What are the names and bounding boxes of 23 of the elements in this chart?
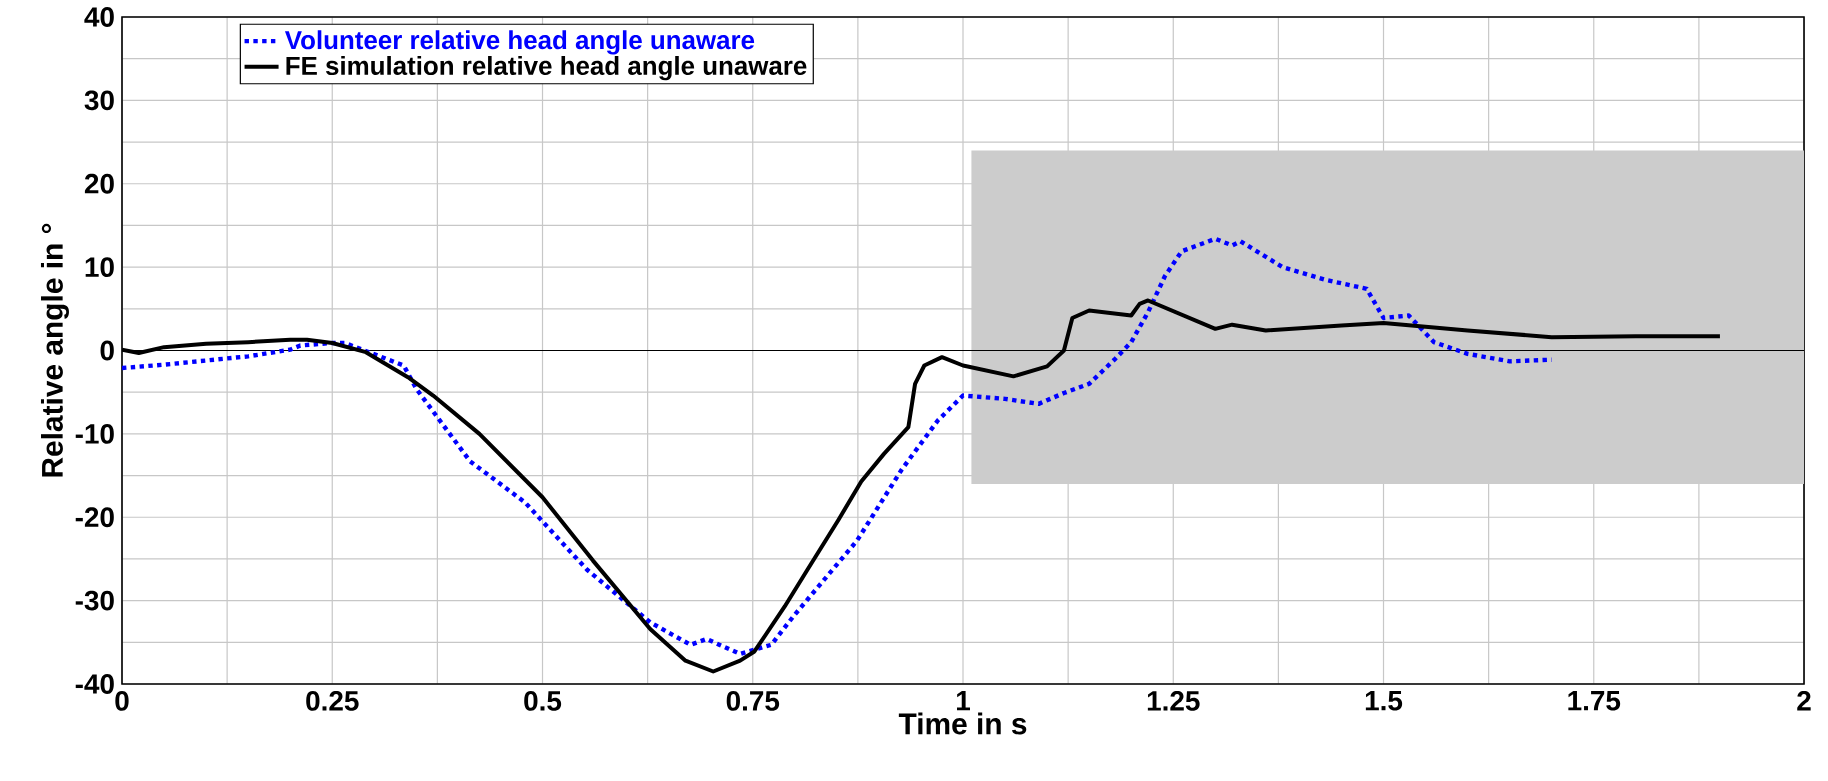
y-tick-label: 10 xyxy=(85,257,114,278)
x-tick-label: 1 xyxy=(957,691,970,711)
x-tick-label: 0.5 xyxy=(524,691,562,711)
x-tick-label: 0.25 xyxy=(306,691,359,711)
line-series xyxy=(122,236,1554,657)
x-tick-label: 2 xyxy=(1797,691,1811,711)
y-tick-label: 40 xyxy=(84,7,114,27)
y-tick-label: 20 xyxy=(84,173,114,194)
x-tick-label: 0 xyxy=(115,691,129,711)
y-tick-label: -40 xyxy=(75,674,114,694)
x-tick-label: 1.25 xyxy=(1147,691,1200,711)
x-tick-label: 0.75 xyxy=(726,691,780,711)
y-axis-title: Relative angle in ° xyxy=(40,223,69,477)
y-tick-label: -30 xyxy=(75,590,114,611)
x-tick-label: 1.75 xyxy=(1568,691,1621,711)
legend-label: FE simulation relative head angle unaware xyxy=(286,55,807,81)
y-tick-label: -10 xyxy=(75,423,114,444)
legend-label: Volunteer relative head angle unaware xyxy=(284,30,755,55)
y-tick-label: 30 xyxy=(84,90,114,111)
y-tick-label: -20 xyxy=(75,507,114,528)
y-tick-label: 0 xyxy=(100,340,114,361)
x-axis-title: Time in s xyxy=(898,712,1027,735)
x-tick-label: 1.5 xyxy=(1365,691,1403,711)
